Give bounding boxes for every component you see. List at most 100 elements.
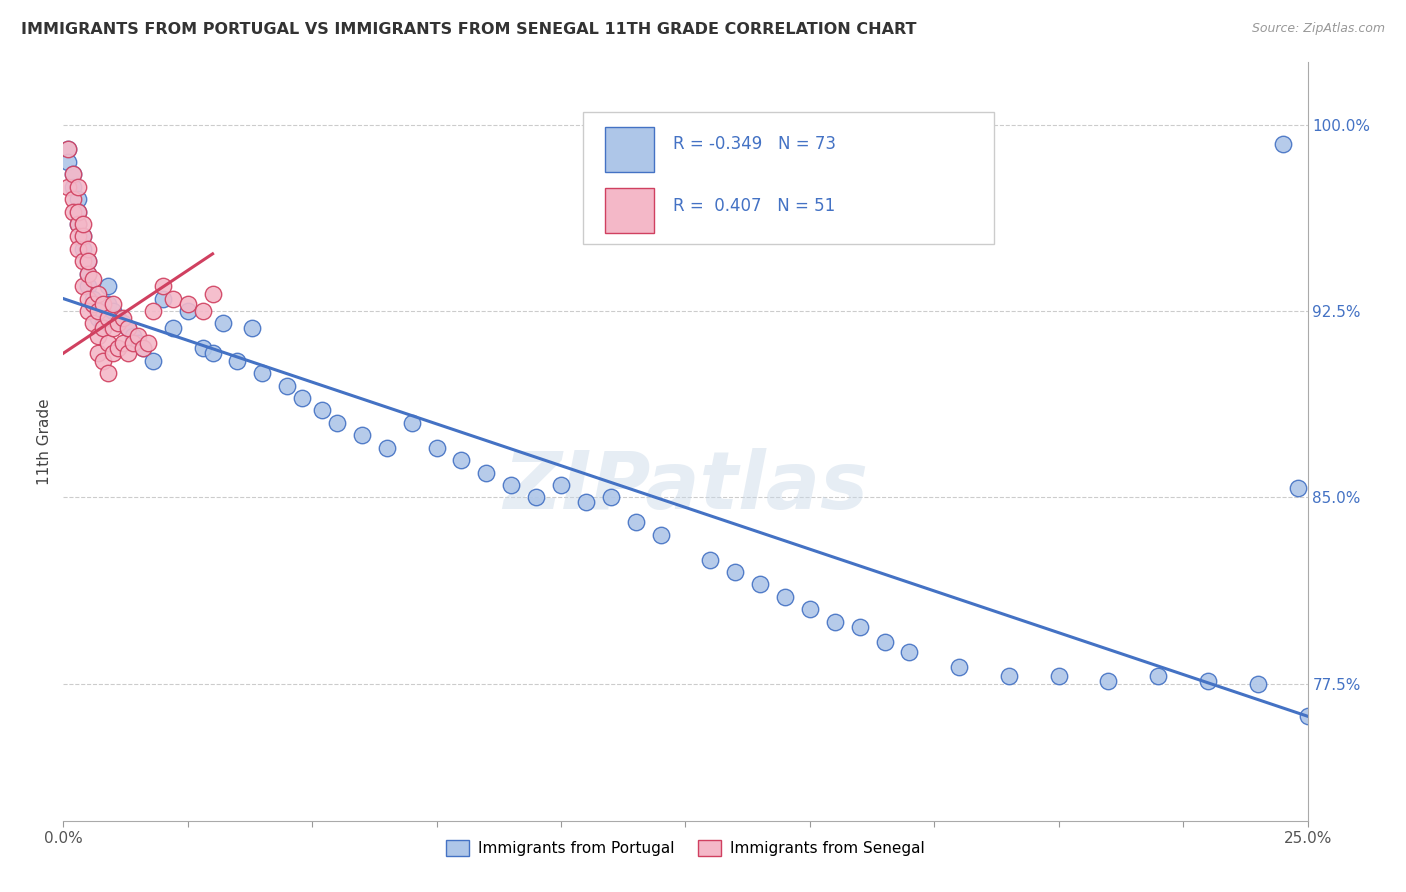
Point <box>599 491 621 505</box>
Point <box>550 478 572 492</box>
Point <box>67 242 90 256</box>
Point <box>132 341 155 355</box>
Point <box>111 317 134 331</box>
Point <box>252 366 274 380</box>
Point <box>799 602 821 616</box>
Y-axis label: 11th Grade: 11th Grade <box>37 398 52 485</box>
Point <box>67 204 90 219</box>
Point <box>401 416 423 430</box>
Point <box>501 478 523 492</box>
Point <box>152 279 174 293</box>
Point <box>127 329 149 343</box>
Point <box>62 179 84 194</box>
Point <box>111 311 134 326</box>
Point <box>62 204 84 219</box>
Point <box>475 466 498 480</box>
Point <box>77 254 100 268</box>
Point <box>72 254 94 268</box>
Point <box>111 336 134 351</box>
Point <box>77 267 100 281</box>
Point <box>773 590 796 604</box>
Point <box>524 491 547 505</box>
Point <box>152 292 174 306</box>
Point <box>873 634 896 648</box>
Point <box>142 304 165 318</box>
Point <box>948 659 970 673</box>
Point <box>117 346 139 360</box>
Point <box>107 311 129 326</box>
Text: IMMIGRANTS FROM PORTUGAL VS IMMIGRANTS FROM SENEGAL 11TH GRADE CORRELATION CHART: IMMIGRANTS FROM PORTUGAL VS IMMIGRANTS F… <box>21 22 917 37</box>
Point <box>1286 481 1309 495</box>
Point <box>91 321 114 335</box>
Point <box>122 329 145 343</box>
Point <box>177 304 200 318</box>
Point <box>1197 674 1219 689</box>
Point <box>87 304 110 318</box>
Point <box>82 292 104 306</box>
Point <box>91 296 114 310</box>
Point <box>62 167 84 181</box>
Point <box>82 271 104 285</box>
Point <box>58 143 80 157</box>
Point <box>122 336 145 351</box>
Point <box>350 428 373 442</box>
Point <box>58 179 80 194</box>
Point <box>624 516 647 530</box>
Point <box>67 192 90 206</box>
Point <box>82 317 104 331</box>
Point <box>450 453 472 467</box>
Point <box>117 321 139 335</box>
Point <box>326 416 349 430</box>
Point <box>117 321 139 335</box>
Text: ZIPatlas: ZIPatlas <box>503 448 868 526</box>
Point <box>101 304 124 318</box>
Point <box>311 403 333 417</box>
Point <box>72 229 94 244</box>
Point <box>177 296 200 310</box>
Point <box>62 167 84 181</box>
Point <box>97 366 120 380</box>
Point <box>77 267 100 281</box>
Text: Source: ZipAtlas.com: Source: ZipAtlas.com <box>1251 22 1385 36</box>
Point <box>101 296 124 310</box>
Point <box>848 620 870 634</box>
Point <box>101 346 124 360</box>
Point <box>67 179 90 194</box>
Point <box>1147 669 1170 683</box>
Point <box>650 528 672 542</box>
Point <box>575 495 598 509</box>
Point <box>1047 669 1070 683</box>
Point <box>77 254 100 268</box>
Point <box>107 341 129 355</box>
Point <box>58 143 80 157</box>
Point <box>276 378 298 392</box>
Point <box>291 391 314 405</box>
Bar <box>605 127 654 172</box>
Point <box>101 321 124 335</box>
Point <box>77 279 100 293</box>
Bar <box>605 187 654 233</box>
Point <box>191 304 214 318</box>
Point <box>1296 709 1319 723</box>
FancyBboxPatch shape <box>583 112 994 244</box>
Point <box>242 321 264 335</box>
Point <box>898 644 921 658</box>
Point <box>67 204 90 219</box>
Point <box>91 317 114 331</box>
Point <box>62 192 84 206</box>
Point <box>201 346 224 360</box>
Point <box>77 292 100 306</box>
Point <box>91 321 114 335</box>
Point <box>132 341 155 355</box>
Point <box>162 321 184 335</box>
Point <box>87 286 110 301</box>
Point <box>142 353 165 368</box>
Point <box>91 353 114 368</box>
Point <box>107 317 129 331</box>
Point <box>162 292 184 306</box>
Point <box>749 577 772 591</box>
Point <box>77 304 100 318</box>
Point <box>136 336 159 351</box>
Point <box>824 615 846 629</box>
Point <box>699 552 721 566</box>
